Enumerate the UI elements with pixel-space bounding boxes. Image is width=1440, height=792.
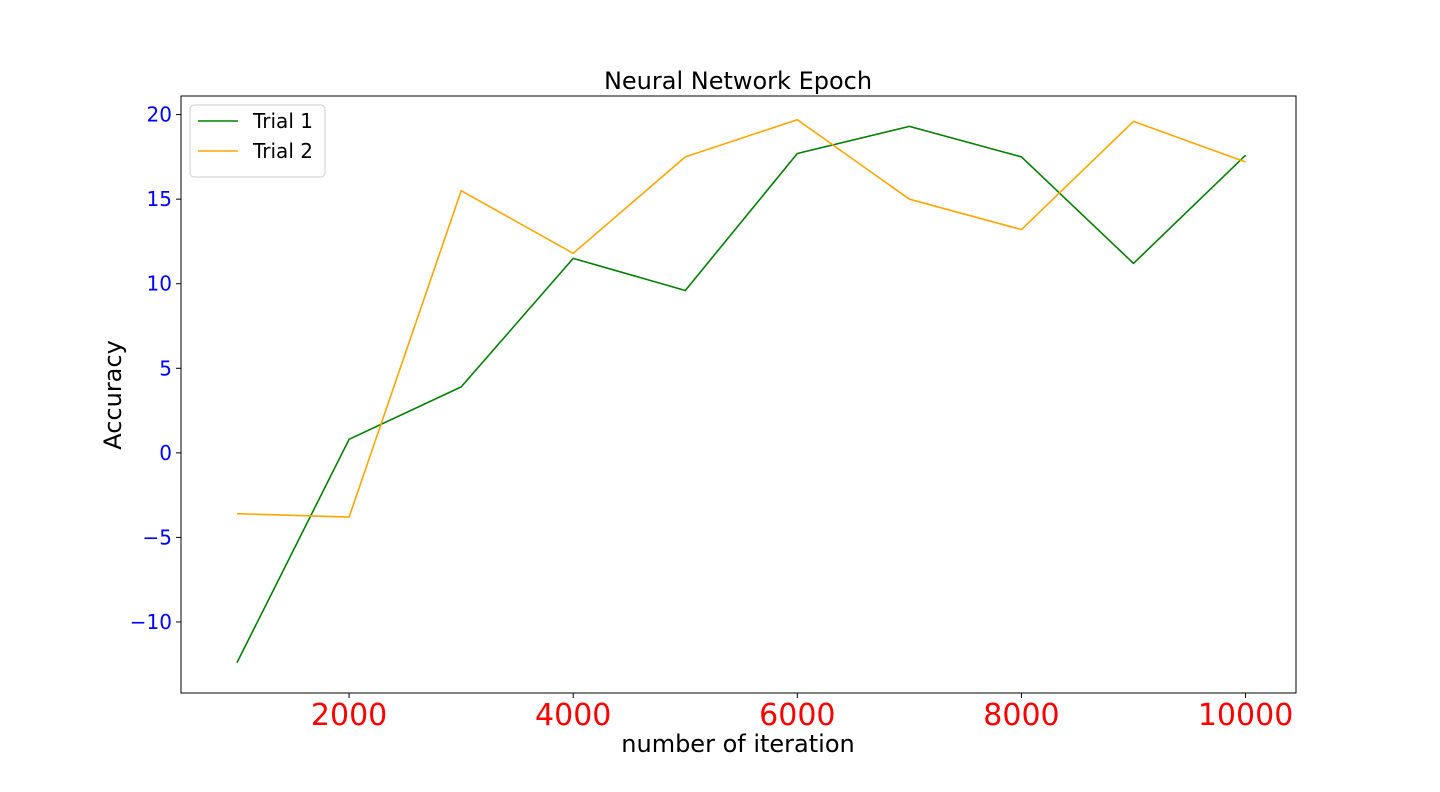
plot-area-frame: [180, 95, 1297, 694]
x-axis-title: number of iteration: [621, 730, 854, 758]
y-tick-label: 10: [147, 272, 172, 296]
legend: Trial 1 Trial 2: [189, 104, 326, 178]
y-tick-label: 0: [159, 441, 172, 465]
y-tick-label: 15: [147, 187, 172, 211]
legend-box: [189, 104, 326, 178]
x-tick-label: 6000: [759, 698, 835, 733]
series-line-trial-2: [236, 118, 1246, 518]
legend-label: Trial 2: [252, 139, 313, 163]
x-tick-label: 8000: [983, 698, 1059, 733]
y-axis-title: Accuracy: [99, 340, 127, 450]
y-axis: −10 −5 0 5 10 15 20: [130, 103, 181, 634]
y-tick-label: −10: [130, 610, 172, 634]
series-line-trial-1: [236, 125, 1247, 663]
x-axis: 2000 4000 6000 8000 10000: [311, 693, 1293, 733]
x-tick-label: 10000: [1198, 698, 1293, 733]
x-tick-label: 2000: [311, 698, 387, 733]
x-tick-label: 4000: [535, 698, 611, 733]
y-tick-label: 5: [159, 356, 172, 380]
y-tick-label: −5: [143, 525, 172, 549]
series-lines: [236, 118, 1247, 663]
y-tick-label: 20: [147, 103, 172, 127]
legend-label: Trial 1: [252, 109, 313, 133]
chart-title: Neural Network Epoch: [604, 67, 872, 95]
